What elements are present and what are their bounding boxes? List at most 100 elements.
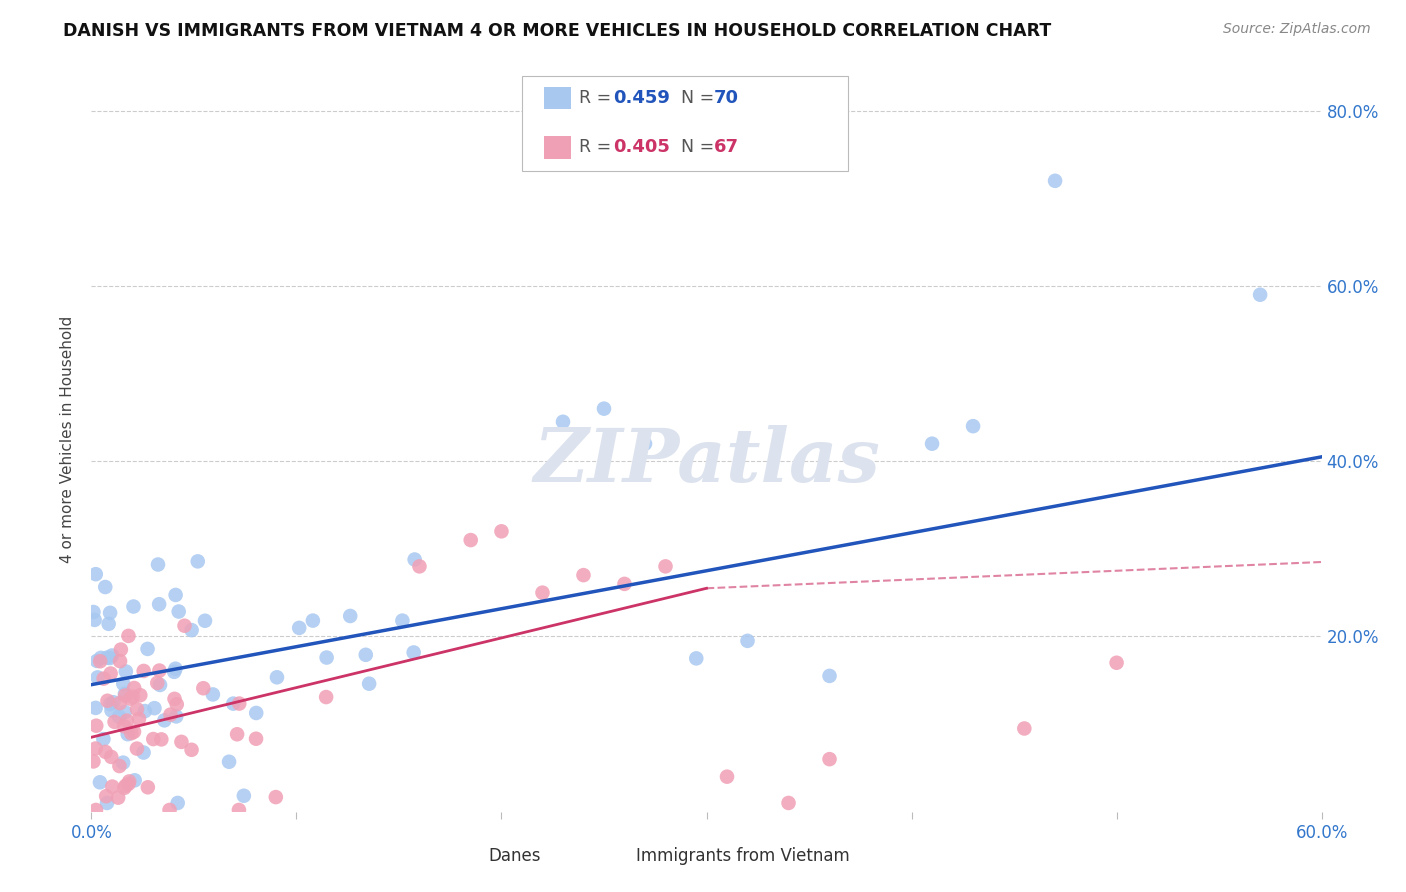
Point <box>359 676 381 690</box>
Point <box>166 698 188 712</box>
Point <box>228 803 250 817</box>
Point <box>146 676 169 690</box>
Point <box>159 707 181 722</box>
Point <box>101 648 124 663</box>
Point <box>114 779 136 793</box>
Point <box>84 567 107 582</box>
Point <box>129 688 152 702</box>
Point <box>96 650 118 665</box>
Point <box>1249 287 1271 301</box>
Point <box>1043 174 1066 188</box>
Point <box>84 803 107 817</box>
Point <box>654 559 676 574</box>
FancyBboxPatch shape <box>522 76 848 171</box>
Point <box>339 609 361 624</box>
Point <box>778 796 800 810</box>
Point <box>124 773 146 788</box>
Point <box>408 559 430 574</box>
Text: R =: R = <box>579 138 616 156</box>
Point <box>122 690 145 704</box>
Point <box>180 743 202 757</box>
Point <box>818 669 841 683</box>
Point <box>94 745 117 759</box>
Point <box>89 775 111 789</box>
Bar <box>454 846 481 868</box>
Point <box>143 701 166 715</box>
Text: ZIPatlas: ZIPatlas <box>533 425 880 498</box>
Point <box>84 719 107 733</box>
Text: N =: N = <box>669 138 720 156</box>
Point <box>153 714 176 728</box>
Point <box>460 533 482 547</box>
Text: 67: 67 <box>714 138 740 156</box>
Y-axis label: 4 or more Vehicles in Household: 4 or more Vehicles in Household <box>60 316 76 563</box>
Text: Immigrants from Vietnam: Immigrants from Vietnam <box>637 847 851 865</box>
Point <box>962 419 984 434</box>
Point <box>94 580 117 594</box>
Point <box>391 614 413 628</box>
Point <box>142 732 165 747</box>
Point <box>634 436 657 450</box>
Point <box>180 623 202 637</box>
Point <box>737 633 759 648</box>
Point <box>82 755 104 769</box>
Point <box>125 741 148 756</box>
Point <box>159 803 181 817</box>
Bar <box>544 87 571 110</box>
Point <box>132 664 155 678</box>
Point <box>110 642 132 657</box>
Point <box>103 695 125 709</box>
Point <box>921 436 943 450</box>
Point <box>112 677 135 691</box>
Point <box>232 789 254 803</box>
Point <box>173 618 195 632</box>
Point <box>218 755 240 769</box>
Text: 0.405: 0.405 <box>613 138 669 156</box>
Point <box>101 780 124 794</box>
Point <box>112 756 135 770</box>
Text: Source: ZipAtlas.com: Source: ZipAtlas.com <box>1223 22 1371 37</box>
Point <box>112 780 135 795</box>
Point <box>354 648 377 662</box>
Point <box>97 616 120 631</box>
Point <box>150 732 173 747</box>
Point <box>108 654 131 668</box>
Point <box>264 790 287 805</box>
Bar <box>544 136 571 159</box>
Point <box>96 694 118 708</box>
Point <box>245 731 267 746</box>
Point <box>114 705 136 719</box>
Point <box>222 697 245 711</box>
Point <box>163 665 186 679</box>
Point <box>163 691 186 706</box>
Text: DANISH VS IMMIGRANTS FROM VIETNAM 4 OR MORE VEHICLES IN HOUSEHOLD CORRELATION CH: DANISH VS IMMIGRANTS FROM VIETNAM 4 OR M… <box>63 22 1052 40</box>
Point <box>98 606 121 620</box>
Point <box>114 689 136 703</box>
Point <box>117 727 139 741</box>
Point <box>82 605 104 619</box>
Point <box>136 641 159 656</box>
Point <box>165 709 187 723</box>
Point <box>120 691 142 706</box>
Point <box>572 568 595 582</box>
Point <box>613 577 636 591</box>
Point <box>93 672 115 686</box>
Point <box>107 790 129 805</box>
Point <box>228 697 250 711</box>
Point <box>716 770 738 784</box>
Point <box>114 687 136 701</box>
Point <box>83 613 105 627</box>
Text: Danes: Danes <box>489 847 541 865</box>
Point <box>194 614 217 628</box>
Point <box>108 709 131 723</box>
Point <box>187 554 209 568</box>
Point <box>108 759 131 773</box>
Point <box>531 585 554 599</box>
Point <box>148 664 170 678</box>
Point <box>134 704 156 718</box>
Point <box>193 681 215 696</box>
Point <box>120 726 142 740</box>
Point <box>86 670 108 684</box>
Point <box>170 735 193 749</box>
Point <box>315 690 337 704</box>
